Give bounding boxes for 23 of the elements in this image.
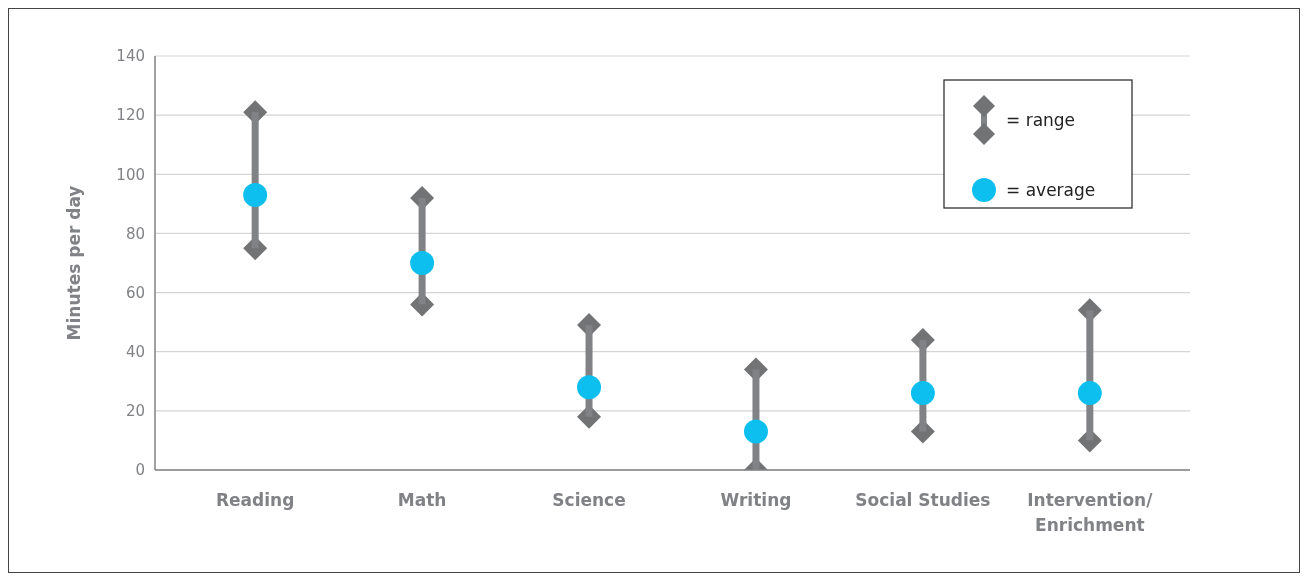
y-tick-label: 80	[125, 224, 145, 243]
legend-label: = range	[1006, 109, 1076, 130]
legend-label: = average	[1006, 179, 1096, 200]
point	[910, 381, 935, 406]
x-tick-label: Math	[397, 490, 447, 510]
point	[243, 182, 268, 207]
y-tick-label: 60	[125, 283, 145, 302]
y-tick-label: 100	[116, 165, 145, 184]
point	[743, 419, 768, 444]
y-tick-label: 120	[116, 106, 145, 125]
y-tick-label: 40	[125, 342, 145, 361]
y-tick-label: 140	[116, 47, 145, 66]
point	[410, 251, 435, 275]
point	[577, 375, 602, 400]
x-tick-label: Reading	[215, 490, 295, 510]
y-tick-label: 20	[125, 402, 145, 421]
y-axis-title: Minutes per day	[64, 185, 84, 341]
x-tick-label: Science	[552, 490, 626, 510]
x-tick-label: Intervention/Enrichment	[1027, 490, 1154, 535]
point	[1077, 381, 1102, 406]
x-tick-label: Writing	[720, 490, 792, 510]
x-tick-label: Social Studies	[855, 490, 991, 510]
y-tick-label: 0	[135, 461, 145, 480]
